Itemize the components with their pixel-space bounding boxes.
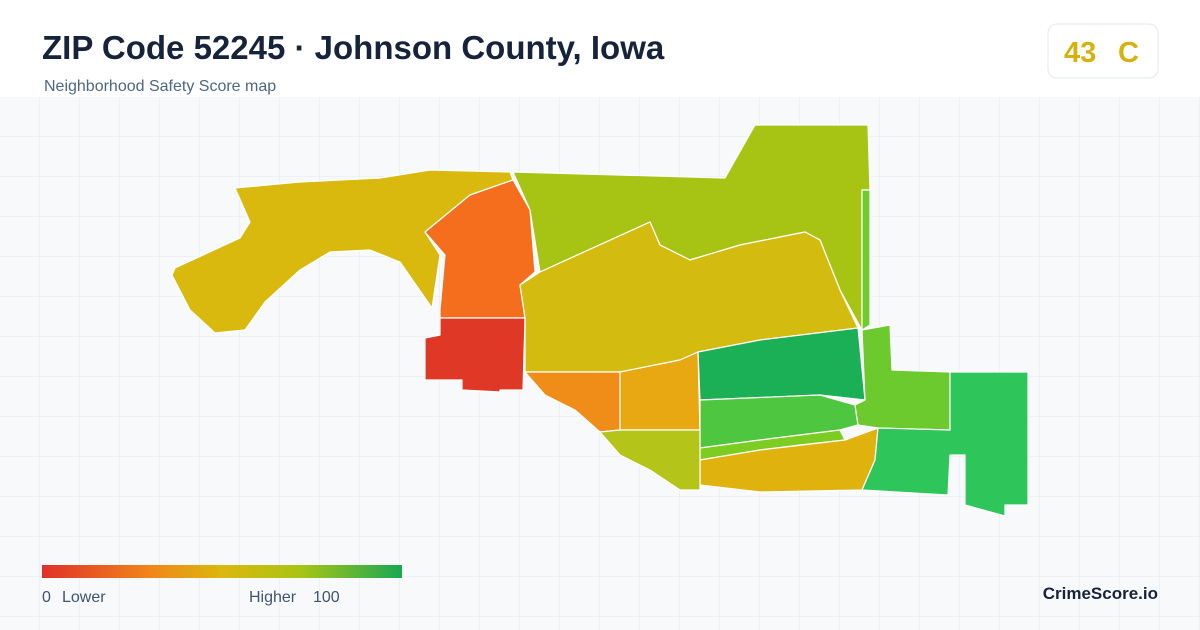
legend-min-label: Lower (62, 589, 106, 606)
region (861, 371, 1029, 517)
subtitle: Neighborhood Safety Score map (44, 78, 276, 95)
badge-box (1047, 23, 1159, 79)
legend: 0 Lower Higher 100 (42, 565, 402, 606)
brand: CrimeScore.io (1043, 584, 1158, 603)
region (171, 169, 514, 334)
legend-max-label: Higher (249, 589, 297, 606)
region (424, 317, 526, 393)
region (861, 189, 871, 331)
legend-max: 100 (313, 589, 340, 606)
badge-grade: C (1118, 37, 1139, 69)
title: ZIP Code 52245 · Johnson County, Iowa (42, 29, 665, 66)
score-badge: 43 C (1047, 23, 1159, 79)
region (599, 429, 701, 491)
legend-min: 0 (42, 589, 51, 606)
legend-scale (42, 565, 402, 578)
header-band (0, 0, 1200, 97)
map (171, 124, 1029, 517)
badge-score: 43 (1064, 37, 1096, 69)
region (619, 351, 701, 431)
